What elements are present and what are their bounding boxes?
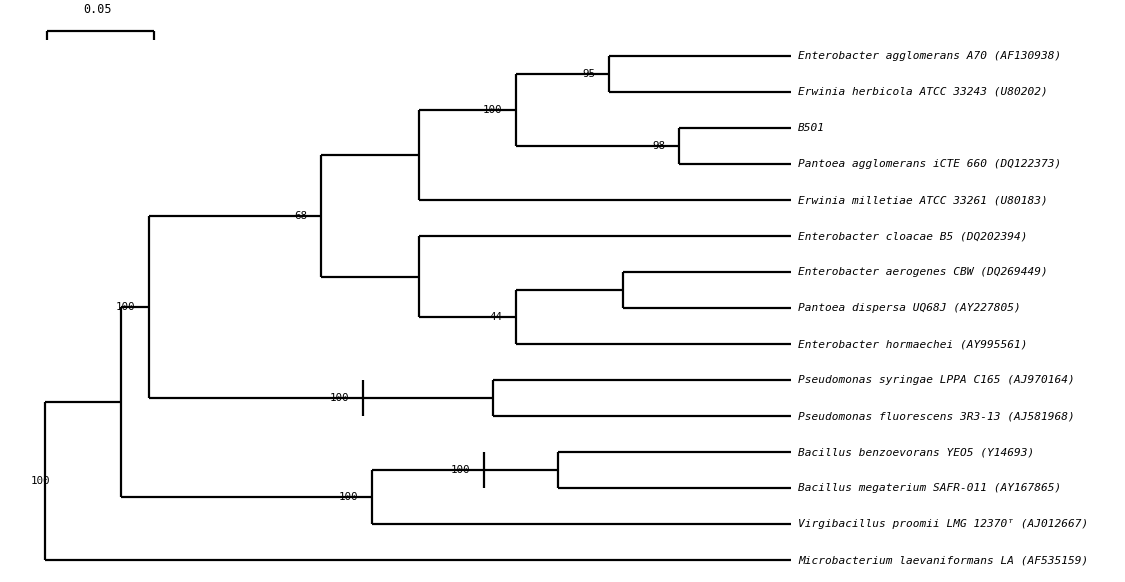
- Text: Erwinia milletiae ATCC 33261 (U80183): Erwinia milletiae ATCC 33261 (U80183): [799, 195, 1048, 205]
- Text: Pantoea agglomerans iCTE 660 (DQ122373): Pantoea agglomerans iCTE 660 (DQ122373): [799, 159, 1062, 169]
- Text: 0.05: 0.05: [83, 3, 111, 16]
- Text: 100: 100: [30, 476, 51, 487]
- Text: 95: 95: [583, 69, 595, 79]
- Text: 100: 100: [339, 492, 358, 502]
- Text: 100: 100: [330, 393, 349, 403]
- Text: Microbacterium laevaniformans LA (AF535159): Microbacterium laevaniformans LA (AF5351…: [799, 555, 1089, 565]
- Text: Enterobacter hormaechei (AY995561): Enterobacter hormaechei (AY995561): [799, 339, 1028, 349]
- Text: 100: 100: [483, 105, 503, 115]
- Text: Virgibacillus proomii LMG 12370ᵀ (AJ012667): Virgibacillus proomii LMG 12370ᵀ (AJ0126…: [799, 519, 1089, 530]
- Text: 100: 100: [450, 465, 470, 475]
- Text: 44: 44: [489, 312, 503, 322]
- Text: Bacillus benzoevorans YEO5 (Y14693): Bacillus benzoevorans YEO5 (Y14693): [799, 448, 1035, 457]
- Text: Pseudomonas syringae LPPA C165 (AJ970164): Pseudomonas syringae LPPA C165 (AJ970164…: [799, 375, 1076, 385]
- Text: B501: B501: [799, 123, 826, 133]
- Text: Pseudomonas fluorescens 3R3-13 (AJ581968): Pseudomonas fluorescens 3R3-13 (AJ581968…: [799, 411, 1076, 421]
- Text: 100: 100: [116, 302, 135, 312]
- Text: Enterobacter cloacae B5 (DQ202394): Enterobacter cloacae B5 (DQ202394): [799, 231, 1028, 241]
- Text: Enterobacter aerogenes CBW (DQ269449): Enterobacter aerogenes CBW (DQ269449): [799, 267, 1048, 277]
- Text: 68: 68: [294, 211, 307, 221]
- Text: Bacillus megaterium SAFR-011 (AY167865): Bacillus megaterium SAFR-011 (AY167865): [799, 483, 1062, 494]
- Text: Pantoea dispersa UQ68J (AY227805): Pantoea dispersa UQ68J (AY227805): [799, 303, 1022, 313]
- Text: Enterobacter agglomerans A70 (AF130938): Enterobacter agglomerans A70 (AF130938): [799, 51, 1062, 61]
- Text: 98: 98: [652, 141, 665, 151]
- Text: Erwinia herbicola ATCC 33243 (U80202): Erwinia herbicola ATCC 33243 (U80202): [799, 87, 1048, 97]
